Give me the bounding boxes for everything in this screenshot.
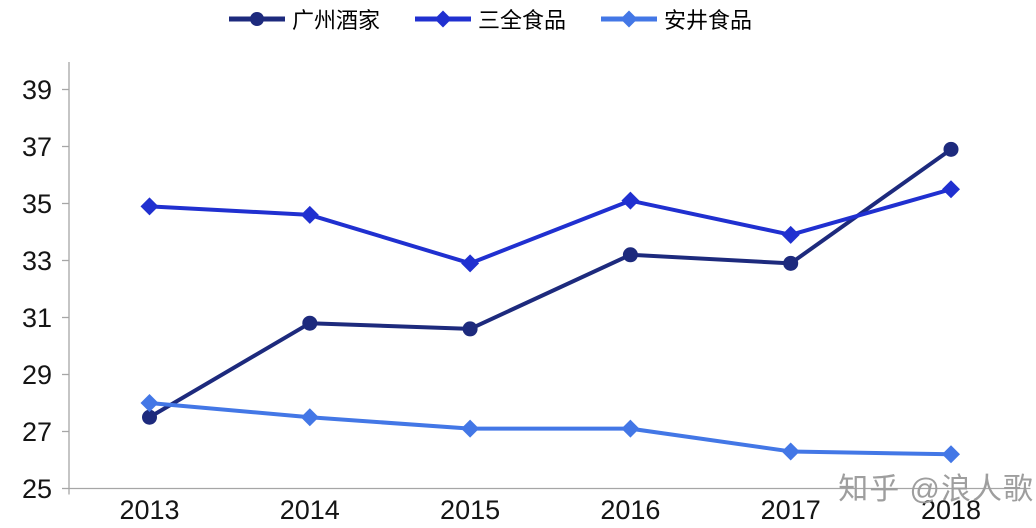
data-point-diamond [781, 225, 800, 244]
data-point-circle [943, 141, 959, 157]
data-point-circle [462, 321, 478, 337]
y-tick-label: 27 [22, 417, 52, 447]
data-point-diamond [942, 445, 960, 464]
x-tick-label: 2018 [921, 495, 981, 525]
x-tick-label: 2017 [761, 495, 821, 525]
x-tick-label: 2013 [119, 495, 179, 525]
x-tick-label: 2016 [600, 495, 660, 525]
series-line-1 [147, 187, 953, 266]
series-line-2 [147, 401, 953, 457]
data-point-diamond [942, 180, 960, 199]
data-point-diamond [781, 442, 800, 461]
data-point-diamond [621, 191, 640, 210]
data-point-circle [302, 315, 318, 331]
data-point-diamond [461, 254, 480, 273]
legend-item-anjing-shipin: 安井食品 [600, 3, 752, 35]
legend-label-guangzhou-jiujia: 广州酒家 [291, 9, 380, 34]
legend-item-guangzhou-jiujia: 广州酒家 [228, 3, 380, 35]
legend-line-diamond-icon [601, 10, 657, 28]
legend-line-diamond-icon [414, 10, 471, 28]
watermark-text: 知乎 @浪人歌 [838, 473, 1034, 506]
legend-label-anjing-shipin: 安井食品 [664, 9, 753, 34]
y-tick-label: 31 [22, 303, 52, 333]
data-point-diamond [461, 419, 480, 438]
data-point-diamond [140, 197, 159, 216]
y-tick-label: 33 [22, 246, 52, 276]
series-line-0 [147, 147, 953, 420]
data-point-diamond [140, 394, 159, 412]
x-tick-label: 2015 [440, 495, 500, 525]
data-point-diamond [300, 205, 319, 224]
data-point-circle [783, 255, 799, 271]
data-point-circle [622, 247, 638, 263]
legend-line-circle-icon [228, 12, 285, 26]
data-point-diamond [621, 419, 640, 438]
y-tick-label: 25 [22, 474, 52, 504]
legend-label-sanquan-shipin: 三全食品 [477, 9, 566, 34]
chart-legend: 广州酒家 三全食品 安井食品 [0, 3, 1008, 35]
y-tick-label: 39 [22, 75, 52, 105]
data-point-diamond [300, 408, 319, 427]
y-tick-label: 37 [22, 132, 52, 162]
y-tick-label: 29 [22, 360, 52, 390]
y-tick-label: 35 [22, 189, 52, 219]
data-point-circle [142, 409, 157, 425]
x-tick-label: 2014 [280, 495, 340, 525]
legend-item-sanquan-shipin: 三全食品 [414, 3, 566, 35]
